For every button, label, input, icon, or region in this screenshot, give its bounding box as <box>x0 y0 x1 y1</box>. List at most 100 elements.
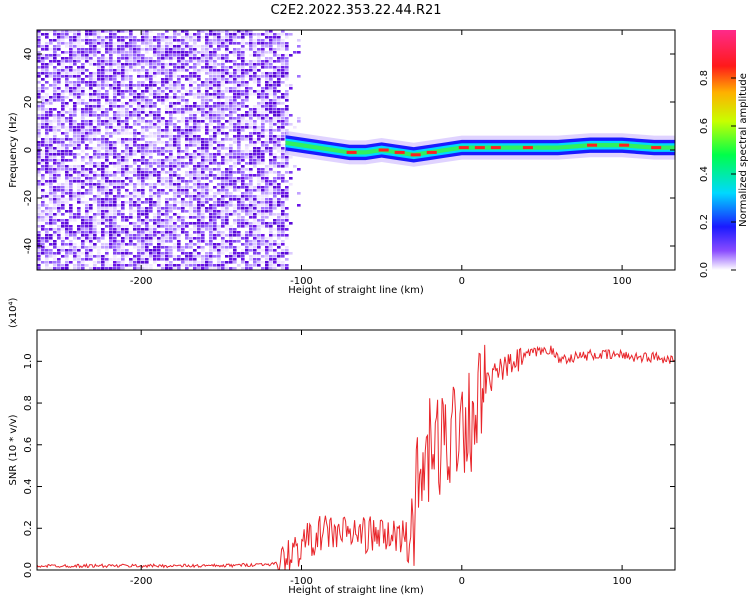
noise-cell <box>73 111 77 114</box>
noise-cell <box>261 99 265 102</box>
noise-cell <box>105 171 109 174</box>
noise-cell <box>245 87 249 90</box>
noise-cell <box>161 177 165 180</box>
noise-cell <box>153 171 157 174</box>
noise-cell <box>221 126 225 129</box>
noise-cell <box>233 222 237 225</box>
noise-cell <box>205 129 209 132</box>
noise-cell <box>217 141 221 144</box>
noise-cell <box>141 240 145 243</box>
noise-cell <box>81 156 85 159</box>
noise-cell <box>169 96 173 99</box>
noise-cell <box>273 141 277 144</box>
noise-cell <box>161 66 165 69</box>
noise-cell <box>165 207 169 210</box>
noise-cell <box>233 252 237 255</box>
noise-cell <box>205 216 209 219</box>
noise-cell <box>93 93 97 96</box>
noise-cell <box>93 183 97 186</box>
noise-cell <box>133 48 137 51</box>
noise-cell <box>241 96 245 99</box>
noise-cell <box>177 96 181 99</box>
noise-cell <box>141 246 145 249</box>
noise-cell <box>149 123 153 126</box>
noise-cell <box>245 231 249 234</box>
noise-cell <box>69 174 73 177</box>
noise-cell <box>145 72 149 75</box>
noise-cell <box>277 228 281 231</box>
noise-cell <box>261 114 265 117</box>
noise-cell <box>225 204 229 207</box>
noise-cell <box>157 93 161 96</box>
noise-cell <box>241 126 245 129</box>
noise-cell <box>157 162 161 165</box>
noise-cell <box>237 234 241 237</box>
noise-cell <box>181 156 185 159</box>
noise-cell <box>109 192 113 195</box>
noise-cell <box>37 213 41 216</box>
noise-cell <box>209 249 213 252</box>
noise-cell <box>97 132 101 135</box>
noise-cell <box>101 75 105 78</box>
noise-cell <box>245 81 249 84</box>
noise-cell <box>81 201 85 204</box>
noise-cell <box>249 228 253 231</box>
noise-cell <box>261 60 265 63</box>
noise-cell <box>137 237 141 240</box>
noise-cell <box>129 90 133 93</box>
noise-cell <box>205 261 209 264</box>
noise-cell <box>265 75 269 78</box>
noise-cell <box>213 87 217 90</box>
noise-cell <box>205 30 209 33</box>
noise-cell <box>213 207 217 210</box>
noise-cell <box>241 30 245 33</box>
noise-cell <box>249 183 253 186</box>
noise-cell <box>277 108 281 111</box>
noise-cell <box>77 141 81 144</box>
noise-cell <box>137 81 141 84</box>
noise-cell <box>277 198 281 201</box>
noise-cell <box>245 204 249 207</box>
noise-cell <box>129 237 133 240</box>
noise-cell <box>253 159 257 162</box>
noise-cell <box>73 177 77 180</box>
noise-cell <box>149 267 153 270</box>
noise-cell <box>281 45 285 48</box>
noise-cell <box>185 267 189 270</box>
noise-cell <box>45 231 49 234</box>
noise-cell <box>265 267 269 270</box>
noise-cell <box>285 198 289 201</box>
noise-cell <box>161 51 165 54</box>
noise-cell <box>281 63 285 66</box>
noise-cell <box>137 117 141 120</box>
noise-cell <box>101 135 105 138</box>
noise-cell <box>277 78 281 81</box>
noise-cell <box>133 261 137 264</box>
noise-cell <box>69 195 73 198</box>
noise-cell <box>81 228 85 231</box>
noise-cell <box>261 90 265 93</box>
noise-cell <box>57 87 61 90</box>
noise-cell <box>285 213 289 216</box>
noise-cell <box>261 126 265 129</box>
noise-cell <box>201 204 205 207</box>
noise-cell <box>185 252 189 255</box>
noise-cell <box>121 225 125 228</box>
noise-cell <box>237 255 241 258</box>
noise-cell <box>105 96 109 99</box>
noise-cell <box>73 255 77 258</box>
noise-cell <box>121 159 125 162</box>
trace-peak <box>587 143 598 147</box>
noise-cell <box>197 72 201 75</box>
noise-cell <box>209 174 213 177</box>
noise-cell <box>109 162 113 165</box>
noise-cell <box>113 51 117 54</box>
noise-cell <box>265 36 269 39</box>
noise-cell <box>125 36 129 39</box>
noise-cell <box>129 111 133 114</box>
noise-cell <box>185 210 189 213</box>
noise-cell <box>273 198 277 201</box>
noise-cell <box>221 129 225 132</box>
noise-cell <box>269 42 273 45</box>
noise-cell <box>173 102 177 105</box>
